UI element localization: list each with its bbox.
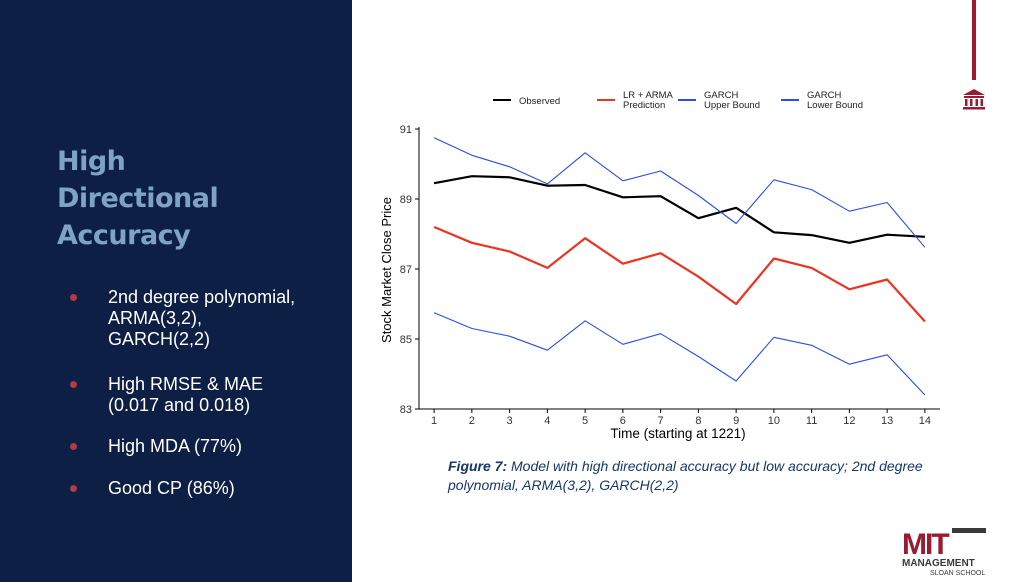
- slide-heading: High Directional Accuracy: [57, 143, 337, 254]
- legend-label: LR + ARMA: [623, 90, 674, 101]
- bullet-dot: [70, 294, 77, 301]
- y-tick-label: 91: [400, 124, 412, 136]
- left-panel: High Directional Accuracy 2nd degree pol…: [0, 0, 352, 582]
- bullet-list: 2nd degree polynomial, ARMA(3,2), GARCH(…: [70, 287, 350, 499]
- heading-line: Directional: [57, 183, 219, 214]
- x-tick-label: 6: [620, 415, 626, 427]
- bullet-text: High MDA (77%): [108, 436, 243, 456]
- x-tick-label: 8: [695, 415, 701, 427]
- legend-label: GARCH: [704, 90, 738, 101]
- logo-line1: MANAGEMENT: [902, 558, 975, 569]
- bullet-dot: [70, 485, 77, 492]
- chart-lines: [433, 137, 926, 396]
- series-line: [433, 137, 926, 248]
- x-tick-label: 5: [582, 415, 588, 427]
- bullet-item: High RMSE & MAE (0.017 and 0.018): [70, 374, 350, 416]
- bullet-text: Good CP (86%): [108, 478, 235, 498]
- caption-label: Figure 7:: [448, 458, 508, 474]
- y-tick-label: 89: [400, 194, 412, 206]
- y-tick-label: 83: [400, 404, 412, 416]
- bullet-item: Good CP (86%): [70, 478, 350, 499]
- x-tick-label: 3: [507, 415, 513, 427]
- x-tick-label: 7: [658, 415, 664, 427]
- x-tick-label: 11: [806, 415, 817, 427]
- bullet-item: High MDA (77%): [70, 436, 350, 457]
- series-line: [433, 225, 926, 323]
- heading-line: Accuracy: [57, 220, 191, 251]
- y-tick-label: 87: [400, 264, 412, 276]
- series-line: [433, 175, 925, 244]
- legend-label: Prediction: [623, 100, 665, 111]
- x-tick-label: 9: [733, 415, 739, 427]
- caption-text: Model with high directional accuracy but…: [448, 458, 923, 493]
- accent-bar: [972, 0, 976, 80]
- bullet-text: 2nd degree polynomial, ARMA(3,2), GARCH(…: [108, 287, 296, 349]
- mit-sloan-logo: MIT MANAGEMENT SLOAN SCHOOL: [902, 528, 986, 577]
- legend-label: Lower Bound: [807, 100, 863, 111]
- bullet-dot: [70, 443, 77, 450]
- logo-mark: MIT: [902, 528, 949, 561]
- x-axis-label: Time (starting at 1221): [610, 426, 745, 441]
- legend-label: Observed: [519, 96, 560, 107]
- building-icon: [963, 89, 985, 110]
- x-tick-label: 12: [843, 415, 855, 427]
- x-tick-label: 14: [919, 415, 931, 427]
- figure-caption: Figure 7: Model with high directional ac…: [448, 457, 948, 495]
- x-tick-label: 1: [431, 415, 437, 427]
- series-line: [433, 312, 926, 396]
- y-tick-label: 85: [400, 334, 412, 346]
- logo-line2: SLOAN SCHOOL: [930, 570, 985, 577]
- x-tick-label: 4: [544, 415, 550, 427]
- bullet-text: High RMSE & MAE (0.017 and 0.018): [108, 374, 264, 415]
- x-tick-label: 2: [469, 415, 475, 427]
- x-tick-label: 10: [768, 415, 780, 427]
- y-axis-label: Stock Market Close Price: [379, 197, 394, 343]
- legend-label: GARCH: [807, 90, 841, 101]
- x-tick-label: 13: [881, 415, 893, 427]
- legend-label: Upper Bound: [704, 100, 760, 111]
- heading-line: High: [57, 146, 126, 177]
- bullet-item: 2nd degree polynomial, ARMA(3,2), GARCH(…: [70, 287, 350, 350]
- bullet-dot: [70, 381, 77, 388]
